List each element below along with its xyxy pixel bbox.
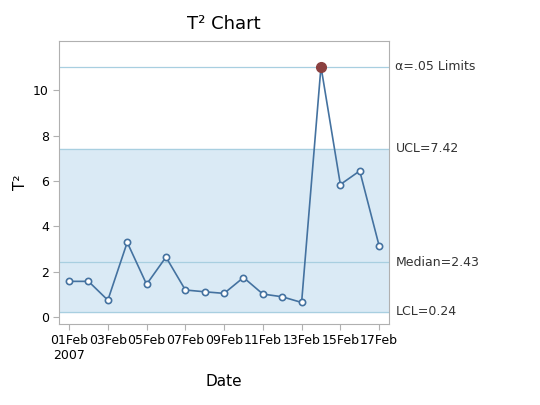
Text: Median=2.43: Median=2.43 <box>395 256 480 269</box>
Text: α=.05 Limits: α=.05 Limits <box>395 60 476 73</box>
Title: T² Chart: T² Chart <box>187 15 261 33</box>
Y-axis label: T²: T² <box>12 175 28 190</box>
Text: LCL=0.24: LCL=0.24 <box>395 305 456 318</box>
Bar <box>59 149 389 312</box>
X-axis label: Date: Date <box>206 373 242 388</box>
Text: UCL=7.42: UCL=7.42 <box>395 143 458 156</box>
